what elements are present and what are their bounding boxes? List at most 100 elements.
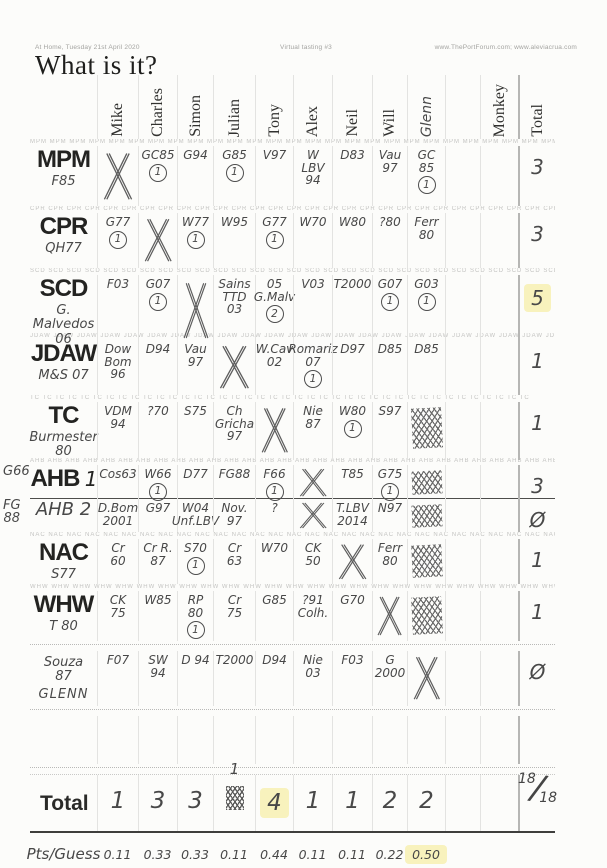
cell-WHW-will bbox=[372, 591, 407, 641]
cell-AHB2-simon: W04 Unf.LBV bbox=[172, 499, 219, 532]
column-total-value: 2 bbox=[382, 788, 398, 814]
cell-SCD-glenn: G03 1 bbox=[407, 275, 445, 347]
row-total-value: 3 bbox=[531, 155, 544, 179]
score-row-WHW: WHW T 80 CK 75 W85 RP 80 1 Cr 75 G85 ?91 Colh. G7… bbox=[30, 591, 555, 641]
row-answer: S77 bbox=[51, 567, 76, 582]
cell-SCD-will: G07 1 bbox=[372, 275, 407, 347]
cell-TC-simon: S75 bbox=[177, 402, 213, 460]
points-per-guess-value: 0.44 bbox=[260, 846, 288, 862]
row-answer: M&S 07 bbox=[38, 368, 89, 383]
row-label-AHB: G66 AHB 1 bbox=[3, 465, 98, 501]
row-code-handwritten: AHB 2 bbox=[35, 499, 92, 520]
cell-AHB-total: 3 bbox=[518, 465, 555, 501]
guess-text: W95 bbox=[220, 215, 249, 229]
cell-souza-monkey bbox=[480, 651, 518, 706]
cell-MPM-blank bbox=[445, 146, 480, 206]
x-mark-strokes bbox=[103, 152, 133, 200]
blank-row bbox=[30, 716, 555, 764]
circled-score: 1 bbox=[186, 230, 205, 249]
blank-cell bbox=[407, 716, 445, 764]
total-cell-simon: 3 bbox=[177, 775, 213, 831]
cell-AHB2-will: N97 bbox=[372, 499, 407, 532]
column-name-tony: Tony bbox=[265, 104, 283, 137]
cell-souza-neil: F03 bbox=[332, 651, 372, 706]
cell-CPR-julian: W95 bbox=[213, 213, 255, 268]
guess-text: Nie 87 bbox=[303, 404, 323, 431]
blank-cell bbox=[255, 716, 293, 764]
guess-text: ?91 Colh. bbox=[297, 593, 329, 620]
cell-TC-julian: Ch Gricha 97 bbox=[213, 402, 255, 460]
cell-AHB2-monkey bbox=[480, 499, 518, 532]
row-code: WHW bbox=[33, 591, 95, 618]
x-mark bbox=[408, 651, 445, 706]
pts-cell-charles: 0.33 bbox=[138, 833, 177, 868]
meta-date: At Home, Tuesday 21st April 2020 bbox=[35, 44, 140, 51]
guess-text: T85 bbox=[341, 467, 364, 481]
circled-score: 1 bbox=[225, 163, 244, 182]
guess-text: G94 bbox=[183, 148, 208, 162]
pts-cell-alex: 0.11 bbox=[293, 833, 332, 868]
cell-WHW-neil: G70 bbox=[332, 591, 372, 641]
row-answer: T 80 bbox=[49, 619, 78, 634]
x-mark-strokes bbox=[413, 657, 440, 700]
cell-AHB-charles: W66 1 bbox=[138, 465, 177, 501]
cell-TC-monkey bbox=[480, 402, 518, 460]
guess-text: S97 bbox=[378, 404, 402, 418]
guess-text: Cr 60 bbox=[110, 541, 126, 568]
cell-CPR-charles bbox=[138, 213, 177, 268]
guess-text: G75 bbox=[377, 467, 403, 481]
cell-WHW-tony: G85 bbox=[255, 591, 293, 641]
guess-text: Cr R. 87 bbox=[143, 541, 173, 568]
guess-text: W77 bbox=[181, 215, 210, 229]
cell-AHB-neil: T85 bbox=[332, 465, 372, 501]
circled-score: 1 bbox=[265, 482, 284, 501]
guess-text: G07 bbox=[145, 277, 171, 291]
score-row-SCD: SCD G. Malvedos 06 F03 G07 1 Sains TTD 03 05 G… bbox=[30, 275, 555, 347]
score-row-TC: TC Burmester 80 VDM 94 ?70 S75 Ch Gricha 97 Ni… bbox=[29, 402, 555, 460]
cell-CPR-glenn: Ferr 80 bbox=[407, 213, 445, 268]
row-code-strip-SCD: SCD SCD SCD SCD SCD SCD SCD SCD SCD SCD … bbox=[30, 268, 555, 274]
total-cell-monkey bbox=[480, 775, 518, 831]
pts-cell-blank bbox=[445, 833, 480, 868]
guess-text: 05 G.Malv bbox=[253, 277, 296, 304]
pts-cell-tony: 0.44 bbox=[255, 833, 293, 868]
x-mark bbox=[373, 591, 407, 641]
guess-text: W80 bbox=[338, 215, 367, 229]
total-cell-tony: 4 bbox=[255, 775, 293, 831]
cell-AHB2-blank bbox=[445, 499, 480, 532]
guess-text: ?70 bbox=[147, 404, 169, 418]
row-total-value: 5 bbox=[524, 284, 551, 312]
guess-text: G 2000 bbox=[374, 653, 406, 680]
cell-TC-charles: ?70 bbox=[138, 402, 177, 460]
pts-cell-mike: 0.11 bbox=[97, 833, 138, 868]
guess-text: SW 94 bbox=[148, 653, 168, 680]
blank-cell bbox=[213, 716, 255, 764]
cell-MPM-alex: W LBV 94 bbox=[293, 146, 332, 206]
circled-score: 1 bbox=[265, 230, 284, 249]
cell-NAC-julian: Cr 63 bbox=[213, 539, 255, 584]
column-total-value: 2 bbox=[419, 788, 434, 814]
cell-WHW-monkey bbox=[480, 591, 518, 641]
cell-CPR-alex: W70 bbox=[293, 213, 332, 268]
x-mark-strokes bbox=[338, 544, 367, 579]
score-row-NAC: NAC S77 Cr 60 Cr R. 87 S70 1 Cr 63 W70 CK 50 Ferr… bbox=[30, 539, 555, 584]
grand-total-denominator: 18 bbox=[539, 790, 558, 806]
blank-cell bbox=[445, 716, 480, 764]
cell-MPM-mike bbox=[97, 146, 138, 206]
cell-MPM-julian: G85 1 bbox=[213, 146, 255, 206]
cell-NAC-neil bbox=[332, 539, 372, 584]
cell-AHB-glenn bbox=[407, 465, 445, 501]
cell-CPR-simon: W77 1 bbox=[177, 213, 213, 268]
row-label-TC: TC Burmester 80 bbox=[29, 402, 97, 460]
cell-JDAW-simon: Vau 97 bbox=[177, 340, 213, 395]
guess-text: G85 bbox=[222, 148, 247, 162]
cell-souza-simon: D 94 bbox=[177, 651, 213, 706]
column-header-neil: Neil bbox=[332, 75, 372, 139]
column-header-glenn: Glenn bbox=[407, 75, 445, 139]
pts-total-cell bbox=[518, 833, 555, 868]
column-header-blank bbox=[445, 75, 480, 139]
cell-AHB2-charles: G97 bbox=[138, 499, 177, 532]
cell-souza-will: G 2000 bbox=[372, 651, 407, 706]
cell-TC-glenn bbox=[407, 402, 445, 460]
cell-WHW-charles: W85 bbox=[138, 591, 177, 641]
